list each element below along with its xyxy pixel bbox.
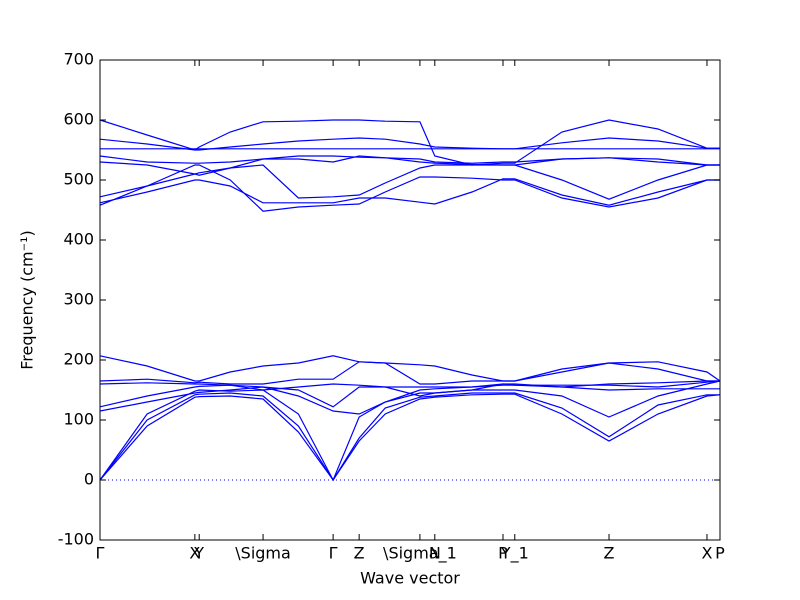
x-tick-label: \Sigma_1 (383, 544, 457, 564)
y-tick-label: 700 (63, 50, 94, 69)
band-line (99, 164, 720, 200)
x-axis-label: Wave vector (360, 569, 460, 588)
y-tick-label: -100 (58, 530, 94, 549)
x-tick-label: Γ (329, 544, 338, 563)
band-line (99, 119, 720, 166)
band-line (99, 355, 721, 385)
y-tick-label: 200 (63, 350, 94, 369)
band-line (99, 380, 721, 408)
x-tick-label: P (498, 544, 508, 563)
y-tick-label: 100 (63, 410, 94, 429)
band-line (99, 155, 720, 166)
y-tick-label: 300 (63, 290, 94, 309)
band-line (99, 137, 720, 151)
x-tick-label: P (715, 544, 725, 563)
y-tick-label: 600 (63, 110, 94, 129)
x-tick-label: \Sigma (235, 544, 291, 563)
x-tick-label: X (189, 544, 200, 563)
band-line (99, 393, 721, 482)
band-line (99, 178, 720, 206)
y-tick-label: 0 (84, 470, 94, 489)
plot-frame (99, 59, 721, 541)
band-line (99, 383, 720, 415)
x-tick-label: Y (193, 544, 204, 563)
band-line (99, 392, 720, 482)
x-tick-label: Z (604, 544, 615, 563)
band-line (99, 164, 720, 212)
x-tick-label: X (701, 544, 712, 563)
x-tick-label: N (429, 544, 441, 563)
y-tick-label: 400 (63, 230, 94, 249)
band-line (99, 380, 720, 397)
band-line (99, 380, 721, 482)
x-tick-label: Y_1 (500, 544, 529, 564)
x-tick-label: Γ (96, 544, 105, 563)
x-tick-label: Z (354, 544, 365, 563)
y-axis-label: Frequency (cm⁻¹) (18, 230, 37, 369)
y-tick-label: 500 (63, 170, 94, 189)
